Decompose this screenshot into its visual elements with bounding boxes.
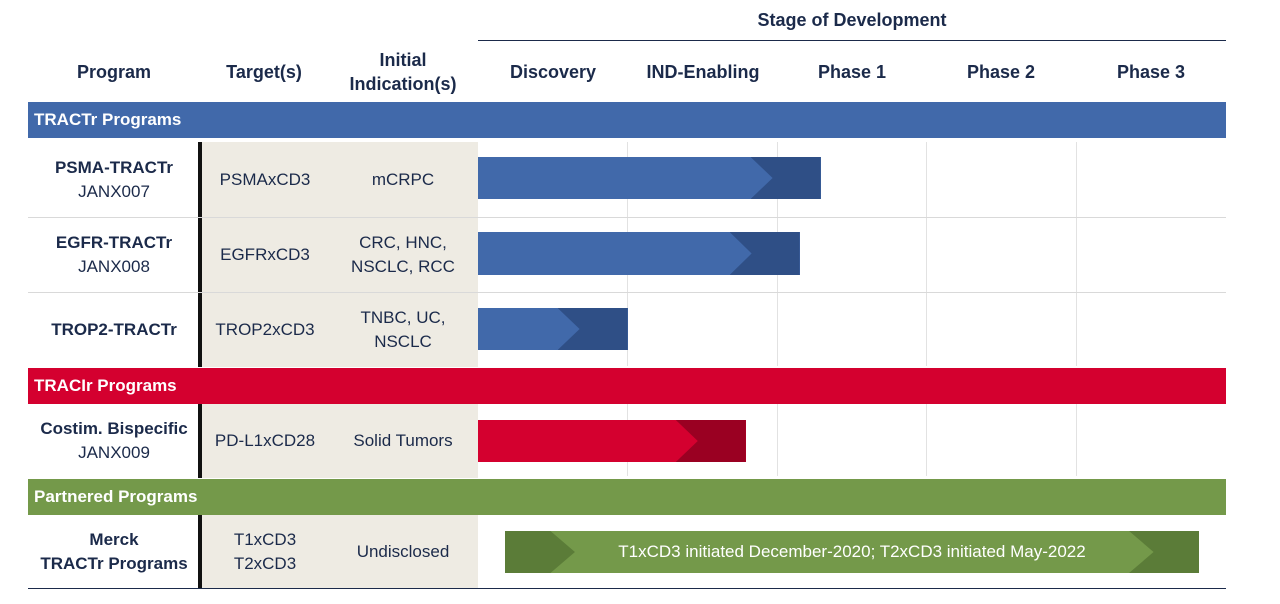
column-header-program: Program bbox=[76, 62, 152, 82]
column-header-indications-line2: Indication(s) bbox=[349, 74, 457, 94]
indication-cell-costim: Solid Tumors bbox=[328, 404, 478, 478]
target-cell-costim: PD-L1xCD28 bbox=[202, 404, 328, 478]
stage-bar-4 bbox=[478, 420, 746, 462]
grid-line-phase1-end-2 bbox=[926, 404, 927, 476]
bar-label: T1xCD3 initiated December-2020; T2xCD3 i… bbox=[618, 542, 1086, 561]
table-bottom-rule bbox=[28, 588, 1226, 589]
indication-value: CRC, HNC, bbox=[359, 233, 447, 252]
stage-header-phase-1: Phase 1 bbox=[817, 62, 887, 82]
indication-value: TNBC, UC, bbox=[360, 308, 446, 327]
stage-header-phase-3: Phase 3 bbox=[1116, 62, 1186, 82]
program-cell-costim: Costim. Bispecific JANX009 bbox=[28, 404, 200, 478]
target-value: T1xCD3 bbox=[233, 529, 297, 549]
section-label-partnered: Partnered Programs bbox=[34, 487, 198, 506]
stage-bar-2 bbox=[478, 232, 800, 275]
indication-value: Solid Tumors bbox=[353, 431, 453, 450]
row-divider bbox=[198, 404, 202, 478]
indication-value-line2: NSCLC bbox=[374, 332, 432, 351]
program-name-line2: TRACTr Programs bbox=[40, 553, 188, 573]
indication-value-line2: NSCLC, RCC bbox=[351, 257, 455, 276]
target-value: EGFRxCD3 bbox=[220, 245, 310, 264]
section-label-tracir: TRACIr Programs bbox=[34, 376, 177, 395]
stage-bar-3 bbox=[478, 308, 628, 350]
program-code: JANX008 bbox=[78, 257, 150, 276]
program-name: EGFR-TRACTr bbox=[55, 233, 173, 252]
stage-header-phase-2: Phase 2 bbox=[966, 62, 1036, 82]
program-name: Costim. Bispecific bbox=[40, 419, 188, 438]
stage-bar-1 bbox=[478, 157, 821, 199]
program-code: JANX009 bbox=[78, 443, 150, 462]
row-separator bbox=[28, 292, 1226, 293]
indication-cell-psma: mCRPC bbox=[328, 142, 478, 217]
stage-of-development-title: Stage of Development bbox=[757, 10, 947, 30]
section-band-tractr: TRACTr Programs bbox=[28, 102, 1226, 138]
row-divider bbox=[198, 142, 202, 217]
indication-cell-merck: Undisclosed bbox=[328, 515, 478, 588]
program-name: Merck bbox=[89, 529, 139, 549]
column-header-indications: Initial Indication(s) bbox=[328, 46, 478, 98]
section-band-partnered: Partnered Programs bbox=[28, 479, 1226, 515]
target-cell-merck: T1xCD3 T2xCD3 bbox=[202, 515, 328, 588]
target-cell-psma: PSMAxCD3 bbox=[202, 142, 328, 217]
column-header-targets: Target(s) bbox=[226, 62, 302, 82]
program-cell-egfr: EGFR-TRACTr JANX008 bbox=[28, 218, 200, 292]
stage-header-rule bbox=[478, 40, 1226, 41]
row-divider bbox=[198, 293, 202, 367]
row-separator bbox=[28, 217, 1226, 218]
grid-line-phase2-end bbox=[1076, 142, 1077, 366]
column-header-indications-line1: Initial bbox=[379, 50, 427, 70]
program-cell-merck: Merck TRACTr Programs bbox=[28, 515, 200, 588]
indication-value: mCRPC bbox=[371, 169, 435, 189]
bar-arrow-head bbox=[750, 157, 821, 199]
stage-bar-5 bbox=[504, 531, 1200, 573]
row-divider bbox=[198, 218, 202, 292]
target-value: PSMAxCD3 bbox=[219, 169, 311, 189]
target-value: PD-L1xCD28 bbox=[214, 431, 316, 450]
bar-arrow-head bbox=[675, 420, 746, 462]
bar-arrow-head bbox=[729, 232, 800, 275]
target-value-line2: T2xCD3 bbox=[233, 553, 297, 573]
program-cell-trop2: TROP2-TRACTr bbox=[28, 293, 200, 367]
stage-header-discovery: Discovery bbox=[509, 62, 597, 82]
bar-arrow-head bbox=[557, 308, 628, 350]
indication-cell-trop2: TNBC, UC, NSCLC bbox=[328, 293, 478, 367]
target-value: TROP2xCD3 bbox=[215, 320, 315, 339]
program-code: JANX007 bbox=[78, 181, 150, 201]
section-label-tractr: TRACTr Programs bbox=[34, 110, 182, 129]
program-cell-psma: PSMA-TRACTr JANX007 bbox=[28, 142, 200, 217]
program-name: TROP2-TRACTr bbox=[51, 320, 177, 339]
grid-line-phase2-end-2 bbox=[1076, 404, 1077, 476]
indication-value: Undisclosed bbox=[356, 541, 450, 561]
target-cell-trop2: TROP2xCD3 bbox=[202, 293, 328, 367]
grid-line-ind-end-2 bbox=[777, 404, 778, 476]
stage-header-ind-enabling: IND-Enabling bbox=[646, 62, 760, 82]
program-name: PSMA-TRACTr bbox=[54, 157, 174, 177]
section-band-tracir: TRACIr Programs bbox=[28, 368, 1226, 404]
row-divider bbox=[198, 515, 202, 588]
grid-line-phase1-end bbox=[926, 142, 927, 366]
indication-cell-egfr: CRC, HNC, NSCLC, RCC bbox=[328, 218, 478, 292]
target-cell-egfr: EGFRxCD3 bbox=[202, 218, 328, 292]
